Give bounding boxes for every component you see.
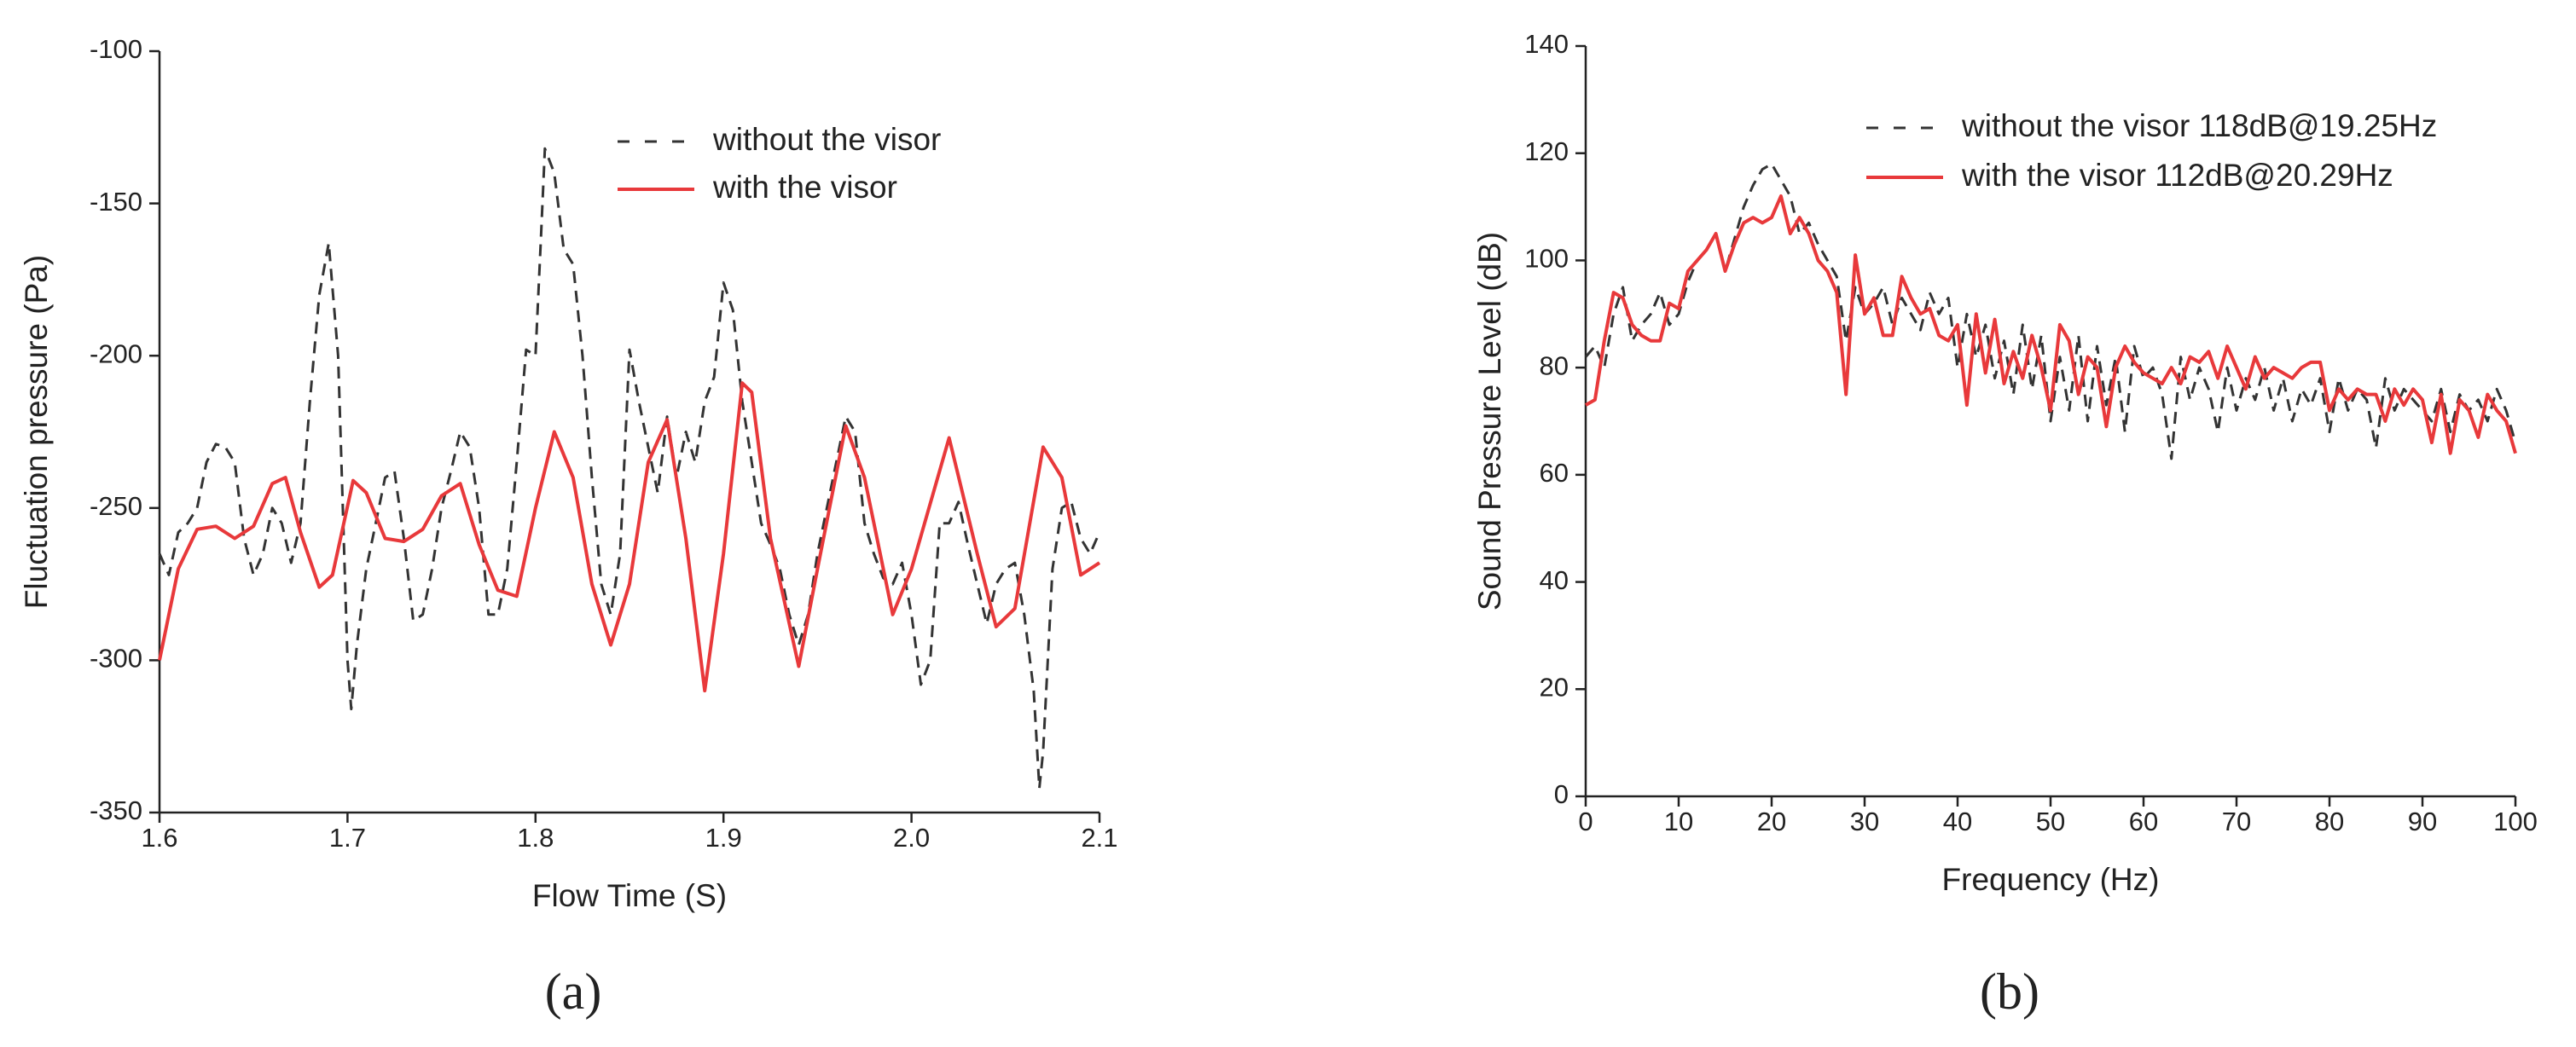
x-tick-label: 90 — [2408, 807, 2437, 836]
x-tick-label: 1.9 — [705, 823, 742, 853]
y-tick-label: 20 — [1540, 672, 1569, 702]
y-tick-label: 140 — [1524, 29, 1569, 59]
x-tick-label: 1.8 — [517, 823, 554, 853]
legend-label: without the visor — [712, 122, 941, 157]
legend-label: with the visor 112dB@20.29Hz — [1961, 158, 2393, 193]
y-axis-title: Sound Pressure Level (dB) — [1472, 232, 1507, 610]
x-tick-label: 50 — [2036, 807, 2065, 836]
x-tick-label: 70 — [2222, 807, 2251, 836]
x-tick-label: 0 — [1578, 807, 1593, 836]
x-axis-title: Frequency (Hz) — [1942, 862, 2160, 897]
y-tick-label: 100 — [1524, 244, 1569, 274]
y-tick-label: -250 — [90, 491, 142, 521]
x-tick-label: 20 — [1757, 807, 1786, 836]
x-tick-label: 100 — [2493, 807, 2538, 836]
y-tick-label: -350 — [90, 795, 142, 825]
series-line — [158, 381, 1101, 693]
x-tick-label: 1.7 — [329, 823, 366, 853]
y-tick-label: -150 — [90, 187, 142, 217]
series-line — [1585, 194, 2517, 455]
y-tick-label: 60 — [1540, 458, 1569, 488]
x-tick-label: 30 — [1850, 807, 1879, 836]
x-tick-label: 2.0 — [893, 823, 930, 853]
y-axis-title: Fluctuation pressure (Pa) — [19, 255, 54, 609]
x-tick-label: 60 — [2129, 807, 2158, 836]
y-tick-label: 80 — [1540, 350, 1569, 380]
x-tick-label: 40 — [1943, 807, 1972, 836]
legend-label: with the visor — [712, 170, 897, 205]
series-line — [158, 147, 1101, 790]
legend-label: without the visor 118dB@19.25Hz — [1961, 108, 2437, 143]
x-tick-label: 1.6 — [141, 823, 177, 853]
x-tick-label: 80 — [2315, 807, 2344, 836]
x-axis-title: Flow Time (S) — [532, 878, 727, 913]
y-tick-label: 0 — [1554, 779, 1569, 809]
y-tick-label: 40 — [1540, 565, 1569, 595]
y-tick-label: -300 — [90, 644, 142, 674]
panel-label: (a) — [545, 963, 602, 1020]
y-tick-label: -200 — [90, 338, 142, 368]
y-tick-label: -100 — [90, 34, 142, 64]
panel-label: (b) — [1980, 963, 2039, 1020]
y-tick-label: 120 — [1524, 136, 1569, 166]
x-tick-label: 2.1 — [1081, 823, 1117, 853]
x-tick-label: 10 — [1664, 807, 1693, 836]
series-line — [1584, 162, 2517, 460]
